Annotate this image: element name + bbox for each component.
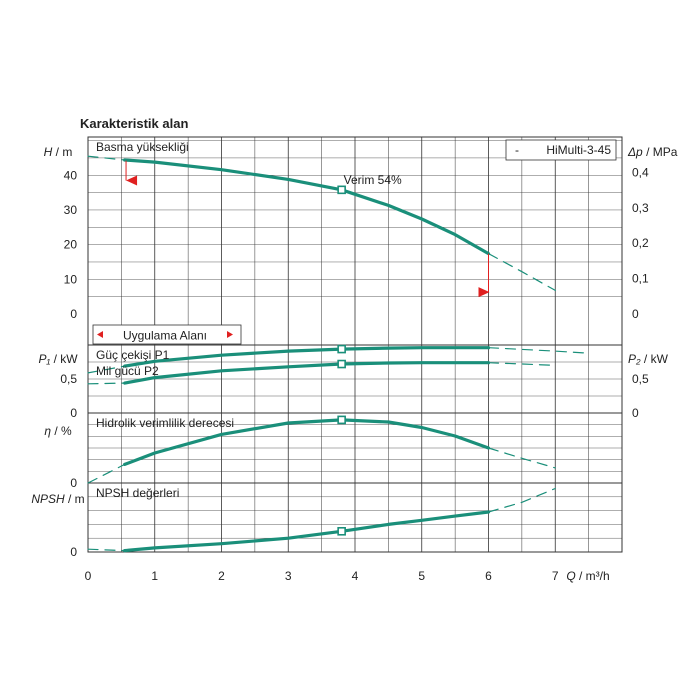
range-label: Uygulama Alanı: [123, 329, 207, 343]
duty-point-marker: [337, 526, 346, 536]
y-axis-label-right-head: Δp / MPa: [627, 145, 678, 159]
legend-label: HiMulti-3-45: [546, 143, 611, 157]
panel-title-head: Basma yüksekliği: [96, 140, 189, 154]
y-tick-label-left: 10: [64, 272, 78, 286]
x-tick-label: 2: [218, 569, 225, 583]
curve-dashed-npsh-0: [487, 487, 556, 513]
y-tick-label-right: 0,4: [632, 165, 649, 179]
range-marker-right-icon: [478, 287, 490, 298]
curve-dashed-power-1: [487, 362, 556, 366]
y-axis-label-left-head: H / m: [44, 145, 73, 159]
y-tick-label-left: 0: [70, 307, 77, 321]
curve-dashed-eff-0: [487, 447, 556, 469]
y-axis-label-right-power: P₂ / kW: [628, 352, 669, 366]
x-tick-label: 0: [85, 569, 92, 583]
curve-dashed-npsh-0: [87, 548, 126, 552]
curve-layer: [87, 155, 590, 553]
panel-title-npsh: NPSH değerleri: [96, 486, 179, 500]
y-tick-label-right: 0,2: [632, 236, 649, 250]
x-tick-label: 7: [552, 569, 559, 583]
efficiency-annotation: Verim 54%: [344, 173, 402, 187]
legend-marker: -: [515, 143, 519, 157]
x-tick-label: 3: [285, 569, 292, 583]
y-tick-label-right: 0,3: [632, 201, 649, 215]
legend-box: [505, 139, 617, 161]
y-tick-label-left: 0: [70, 476, 77, 490]
x-tick-label: 5: [418, 569, 425, 583]
y-tick-label-left: 40: [64, 168, 78, 182]
curve-dashed-power-0: [87, 365, 126, 374]
panel-frame-npsh: [87, 482, 623, 553]
y-tick-label-left: 0: [70, 406, 77, 420]
curve-dashed-power-0: [487, 347, 590, 354]
x-axis-label: Q / m³/h: [566, 569, 609, 583]
duty-point-marker: [337, 359, 346, 369]
range-label-box: [92, 324, 242, 345]
y-axis-label-left-power: P₁ / kW: [38, 352, 78, 366]
series-label-p2: Mil gücü P2: [96, 364, 159, 378]
y-axis-label-left-eff: η / %: [44, 424, 72, 438]
text-layer: 0 1 2 3 4 5 6 7 Q / m³/h - HiMulti-3-45 H / m Δp / M…: [31, 139, 678, 583]
x-tick-label: 4: [352, 569, 359, 583]
series-label-p1: Güç çekişi P1: [96, 348, 170, 362]
range-label-left-arrow-icon: [97, 331, 103, 338]
x-tick-label: 6: [485, 569, 492, 583]
range-marker-left-icon: [126, 175, 138, 186]
y-tick-label-left: 0,5: [60, 372, 77, 386]
curve-solid-head-0: [123, 158, 491, 256]
y-tick-label-right: 0,1: [632, 272, 649, 286]
grid-layer: [87, 136, 623, 553]
curve-solid-power-0: [123, 346, 491, 368]
chart-title: Karakteristik alan: [80, 116, 188, 131]
duty-point-marker: [337, 185, 346, 195]
y-tick-label-left: 20: [64, 238, 78, 252]
curve-dashed-head-0: [87, 155, 126, 161]
duty-point-marker: [337, 344, 346, 354]
duty-point-marker: [337, 415, 346, 425]
y-tick-label-right: 0,5: [632, 372, 649, 386]
y-tick-label-left: 0: [70, 545, 77, 559]
y-tick-label-left: 30: [64, 203, 78, 217]
x-tick-label: 1: [151, 569, 158, 583]
curve-dashed-power-1: [87, 382, 126, 385]
panel-title-eff: Hidrolik verimlilik derecesi: [96, 416, 234, 430]
curve-dashed-head-0: [487, 253, 556, 291]
y-axis-label-left-npsh: NPSH / m: [31, 492, 84, 506]
curve-solid-power-1: [123, 361, 491, 385]
range-label-right-arrow-icon: [227, 331, 233, 338]
curve-dashed-eff-0: [87, 463, 126, 484]
curve-solid-npsh-0: [123, 510, 491, 553]
y-tick-label-right: 0: [632, 406, 639, 420]
y-tick-label-right: 0: [632, 307, 639, 321]
